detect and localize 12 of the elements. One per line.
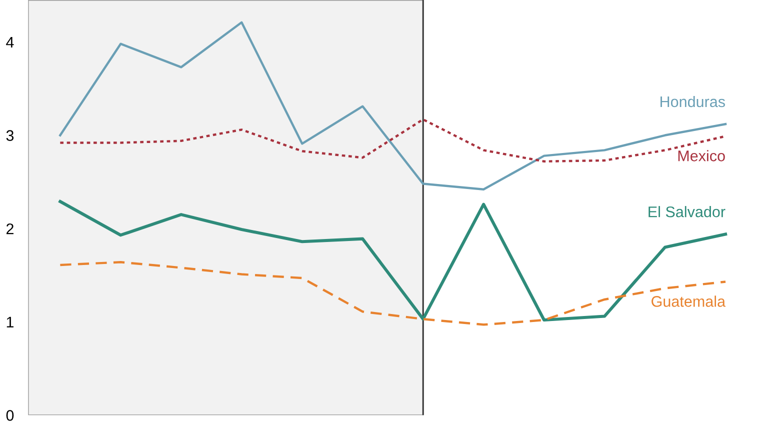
line-series	[59, 21, 727, 190]
y-tick-label: 2	[6, 223, 14, 234]
y-tick-label: 1	[6, 316, 14, 328]
series-label: Guatemala	[652, 296, 726, 307]
y-tick-label: 0	[6, 410, 14, 421]
line-series	[58, 200, 728, 322]
series-label: Honduras	[660, 96, 725, 108]
series-label: Mexico	[678, 150, 725, 162]
y-tick-label: 3	[6, 130, 14, 141]
series-label: El Salvador	[648, 206, 726, 218]
y-tick-label: 4	[6, 37, 14, 48]
line-series	[59, 261, 727, 326]
